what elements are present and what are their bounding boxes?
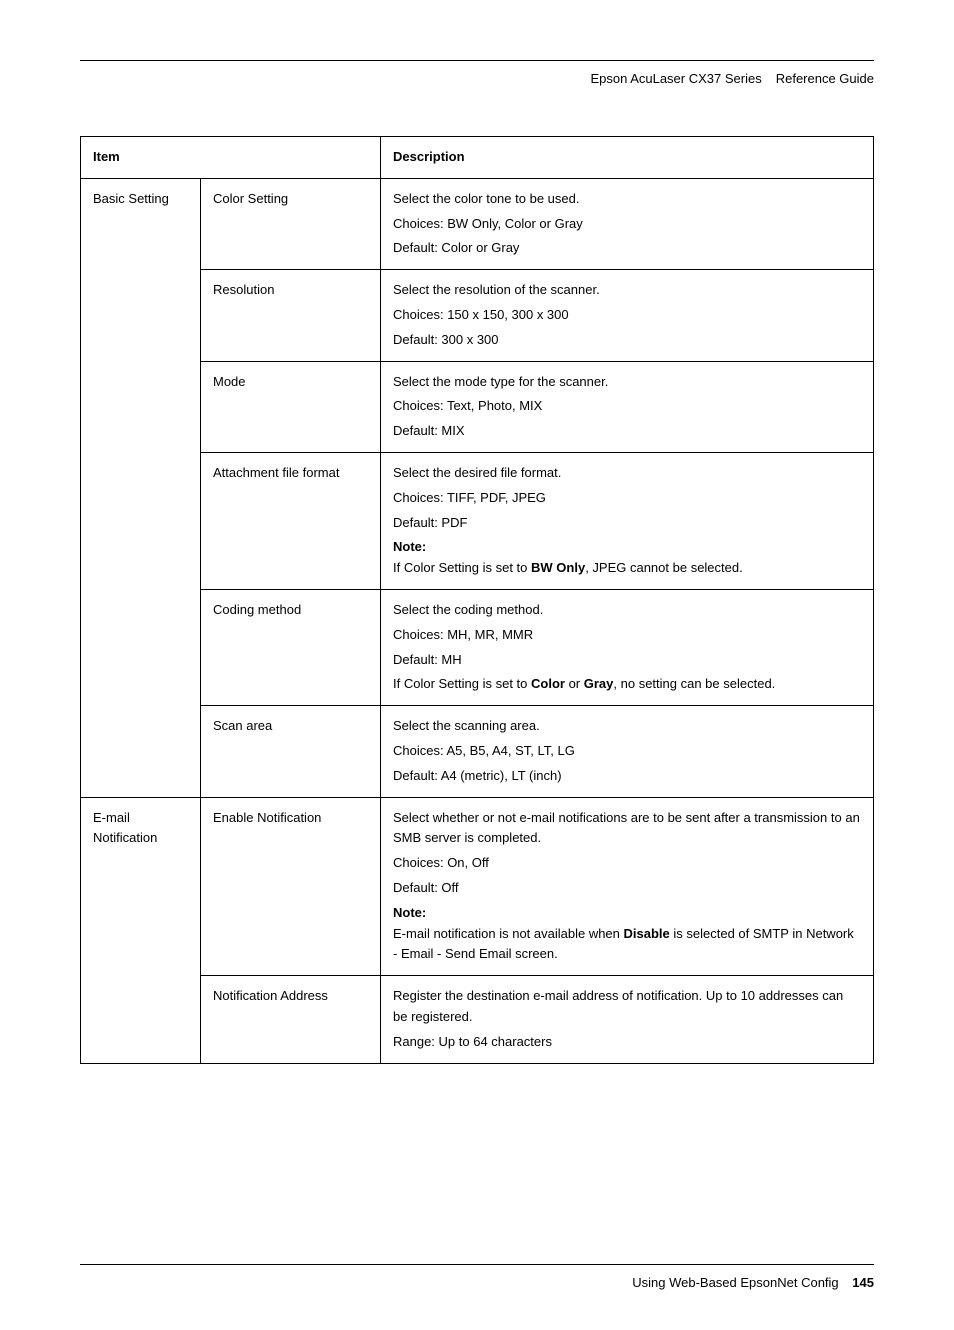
setting-description: Select the desired file format.Choices: … xyxy=(381,452,874,589)
setting-name: Notification Address xyxy=(201,976,381,1063)
footer-page-number: 145 xyxy=(852,1275,874,1290)
setting-description: Register the destination e-mail address … xyxy=(381,976,874,1063)
col-header-item: Item xyxy=(81,137,381,179)
setting-description: Select the color tone to be used.Choices… xyxy=(381,178,874,269)
header-rule xyxy=(80,60,874,61)
setting-name: Resolution xyxy=(201,270,381,361)
footer-rule xyxy=(80,1264,874,1265)
setting-description: Select the resolution of the scanner.Cho… xyxy=(381,270,874,361)
doc-type: Reference Guide xyxy=(776,71,874,86)
group-label: Basic Setting xyxy=(81,178,201,797)
setting-description: Select the scanning area.Choices: A5, B5… xyxy=(381,706,874,797)
setting-description: Select the mode type for the scanner.Cho… xyxy=(381,361,874,452)
product-name: Epson AcuLaser CX37 Series xyxy=(590,71,761,86)
setting-name: Scan area xyxy=(201,706,381,797)
setting-name: Attachment file format xyxy=(201,452,381,589)
setting-name: Enable Notification xyxy=(201,797,381,976)
setting-name: Coding method xyxy=(201,589,381,705)
setting-description: Select whether or not e-mail notificatio… xyxy=(381,797,874,976)
group-label: E-mail Notification xyxy=(81,797,201,1063)
col-header-description: Description xyxy=(381,137,874,179)
setting-description: Select the coding method.Choices: MH, MR… xyxy=(381,589,874,705)
setting-name: Color Setting xyxy=(201,178,381,269)
footer-section: Using Web-Based EpsonNet Config xyxy=(632,1275,838,1290)
page-header: Epson AcuLaser CX37 Series Reference Guid… xyxy=(80,71,874,86)
settings-table: Item Description Basic SettingColor Sett… xyxy=(80,136,874,1064)
setting-name: Mode xyxy=(201,361,381,452)
